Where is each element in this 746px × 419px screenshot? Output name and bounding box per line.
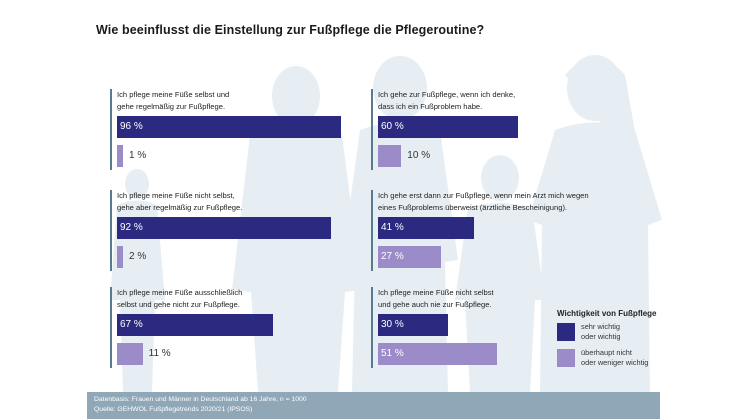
bar-low-importance (378, 246, 441, 268)
question-label-line: Ich gehe erst dann zur Fußpflege, wenn m… (378, 191, 589, 200)
group-rule (110, 190, 112, 271)
bar-high-importance (117, 116, 341, 138)
footer-data-basis: Datenbasis: Frauen und Männer in Deutsch… (94, 396, 307, 403)
legend-swatch-low (557, 349, 575, 367)
question-label-line: Ich pflege meine Füße nicht selbst (378, 288, 494, 297)
question-label: Ich pflege meine Füße ausschließlich selb… (117, 287, 242, 310)
bar-low-importance (378, 145, 402, 167)
question-label-line: dass ich ein Fußproblem habe. (378, 101, 483, 111)
question-label: Ich gehe erst dann zur Fußpflege, wenn m… (378, 190, 589, 213)
bar-value-label: 96 % (120, 121, 143, 132)
bar-low-importance (117, 343, 143, 365)
legend-label-low: überhaupt nicht oder weniger wichtig (581, 348, 649, 367)
question-label-line: Ich pflege meine Füße selbst und (117, 90, 230, 99)
bar-value-label: 51 % (381, 348, 404, 359)
chart-title: Wie beeinflusst die Einstellung zur Fußp… (96, 23, 485, 37)
question-label-line: Ich gehe zur Fußpflege, wenn ich denke, (378, 90, 516, 99)
question-label-line: eines Fußproblems überweist (ärztliche B… (378, 202, 568, 212)
legend-label-high: sehr wichtig oder wichtig (581, 322, 621, 341)
question-label: Ich pflege meine Füße selbst und gehe reg… (117, 89, 229, 112)
bar-value-label: 10 % (407, 150, 431, 161)
footer-source: Quelle: GEHWOL Fußpflegetrends 2020/21 (… (94, 406, 253, 413)
question-label: Ich pflege meine Füße nicht selbst, gehe … (117, 190, 242, 213)
bar-value-label: 67 % (120, 319, 143, 330)
group-rule (110, 287, 112, 368)
legend-title: Wichtigkeit von Fußpflege (557, 309, 657, 318)
question-label-line: selbst und gehe nicht zur Fußpflege. (117, 299, 240, 309)
bar-value-label: 2 % (129, 251, 147, 262)
bar-high-importance (378, 314, 448, 336)
bar-value-label: 11 % (148, 348, 171, 359)
question-label-line: und gehe auch nie zur Fußpflege. (378, 299, 492, 309)
question-label: Ich pflege meine Füße nicht selbst und ge… (378, 287, 494, 310)
bar-high-importance (378, 217, 474, 239)
bar-value-label: 60 % (381, 121, 404, 132)
bar-high-importance (117, 314, 274, 336)
bar-value-label: 92 % (120, 222, 143, 233)
bar-value-label: 41 % (381, 222, 404, 233)
group-rule (371, 89, 373, 170)
group-rule (110, 89, 112, 170)
bar-low-importance (117, 145, 123, 167)
bar-low-importance (378, 343, 497, 365)
question-label-line: Ich pflege meine Füße ausschließlich (117, 288, 243, 297)
group-rule (371, 190, 373, 271)
question-label-line: gehe aber regelmäßig zur Fußpflege. (117, 202, 243, 212)
bar-value-label: 1 % (129, 150, 147, 161)
source-footer: Datenbasis: Frauen und Männer in Deutsch… (87, 392, 660, 419)
bar-high-importance (378, 116, 518, 138)
bar-value-label: 30 % (381, 319, 404, 330)
legend-swatch-high (557, 323, 575, 341)
bar-value-label: 27 % (381, 251, 404, 262)
bar-low-importance (117, 246, 123, 268)
question-label: Ich gehe zur Fußpflege, wenn ich denke, d… (378, 89, 515, 112)
question-label-line: gehe regelmäßig zur Fußpflege. (117, 101, 226, 111)
group-rule (371, 287, 373, 368)
question-label-line: Ich pflege meine Füße nicht selbst, (117, 191, 235, 200)
bar-high-importance (117, 217, 332, 239)
